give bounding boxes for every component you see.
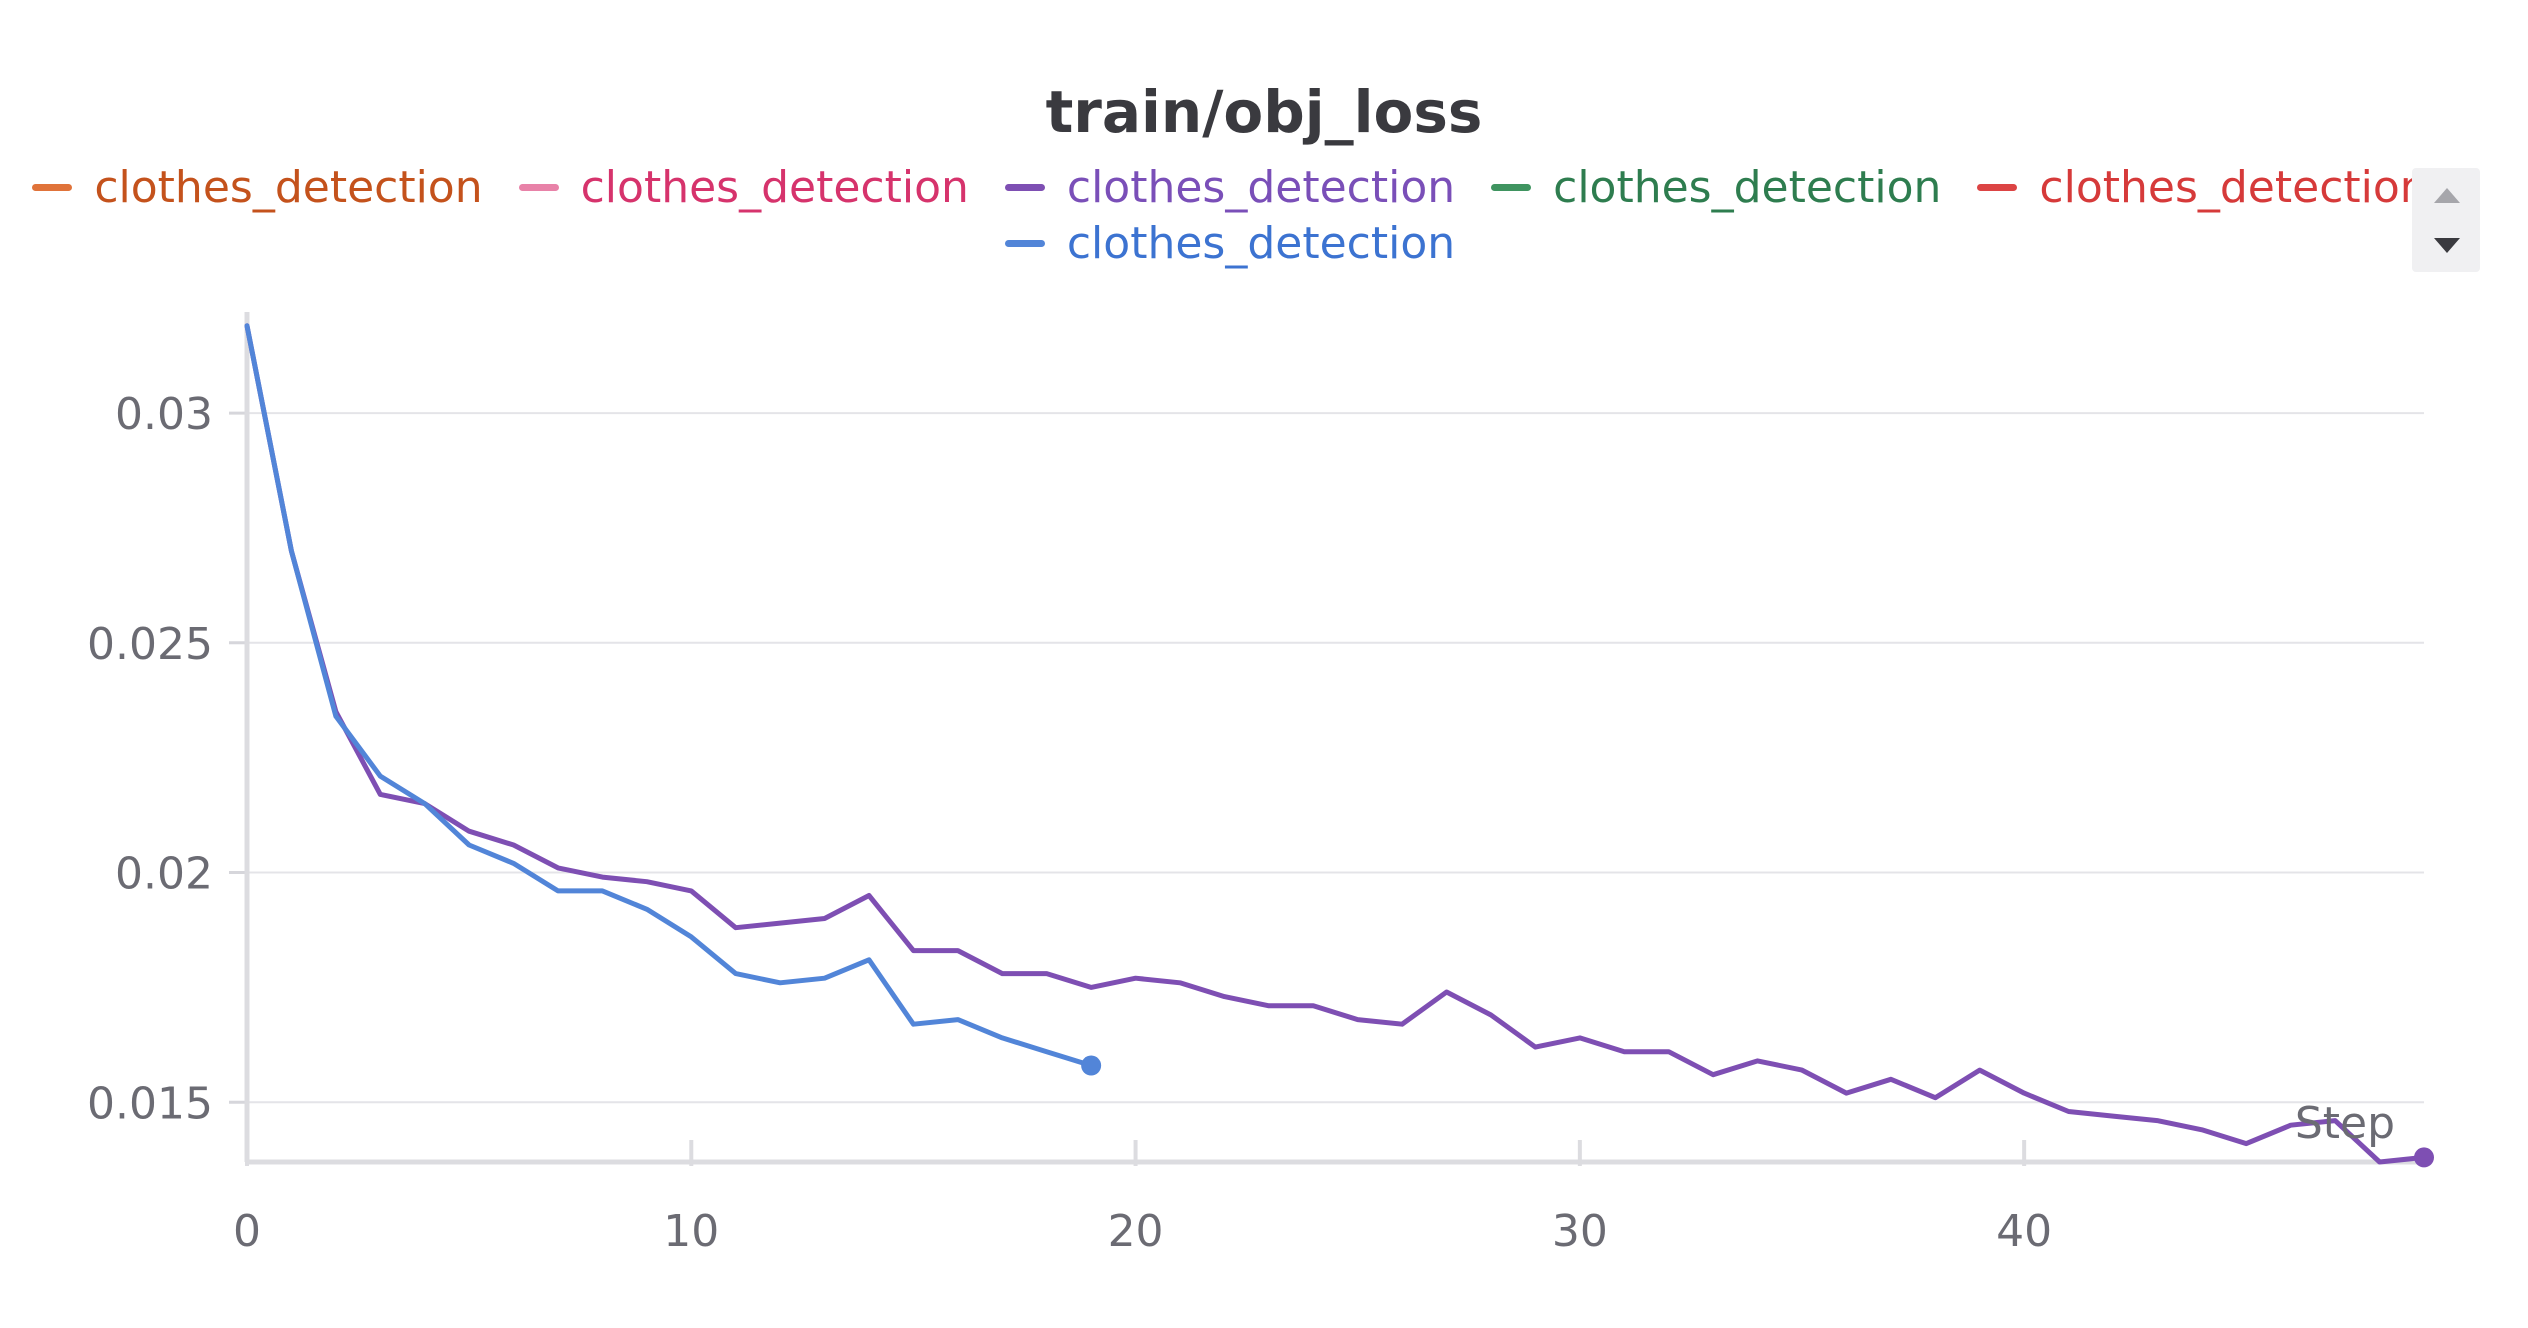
legend-item[interactable]: clothes_detection: [1004, 162, 1456, 213]
x-tick-label: 30: [1552, 1206, 1608, 1257]
x-tick-label: 20: [1108, 1206, 1164, 1257]
x-axis-label: Step: [2295, 1098, 2395, 1149]
legend-label: clothes_detection: [580, 162, 969, 213]
legend-swatch: [1004, 240, 1045, 247]
legend-swatch: [1004, 184, 1045, 191]
legend-label: clothes_detection: [1066, 218, 1456, 269]
legend-swatch: [32, 184, 73, 191]
series-end-point-0: [2414, 1147, 2434, 1168]
y-tick-label: 0.015: [87, 1078, 213, 1129]
legend-item[interactable]: clothes_detection: [518, 162, 969, 213]
y-tick-label: 0.03: [115, 389, 213, 440]
scroll-up-icon[interactable]: [2434, 188, 2460, 203]
legend-row-1: clothes_detection clothes_detection clot…: [32, 162, 2428, 213]
series-line-1: [244, 323, 1094, 1068]
legend-swatch: [1491, 184, 1532, 191]
legend-swatch: [1977, 184, 2018, 191]
legend-item[interactable]: clothes_detection: [1004, 218, 1456, 269]
legend-label: clothes_detection: [1553, 162, 1942, 213]
legend-label: clothes_detection: [94, 162, 483, 213]
legend-item[interactable]: clothes_detection: [1977, 162, 2428, 213]
legend-scroll-control[interactable]: [2412, 168, 2480, 272]
legend-item[interactable]: clothes_detection: [32, 162, 483, 213]
x-tick-label: 10: [663, 1206, 719, 1257]
legend-label: clothes_detection: [1066, 162, 1456, 213]
x-tick-label: 0: [233, 1206, 261, 1257]
legend-row-2: clothes_detection: [60, 218, 2400, 269]
legend-item[interactable]: clothes_detection: [1491, 162, 1941, 213]
x-tick-label: 40: [1996, 1206, 2052, 1257]
series-end-point-1: [1081, 1055, 1102, 1076]
legend-swatch: [518, 184, 559, 191]
series-line-0: [244, 323, 2427, 1165]
scroll-down-icon[interactable]: [2434, 238, 2460, 253]
chart-title: train/obj_loss: [1045, 78, 1483, 146]
y-tick-label: 0.02: [115, 849, 213, 900]
y-tick-label: 0.025: [87, 619, 213, 670]
legend-label: clothes_detection: [2039, 162, 2428, 213]
